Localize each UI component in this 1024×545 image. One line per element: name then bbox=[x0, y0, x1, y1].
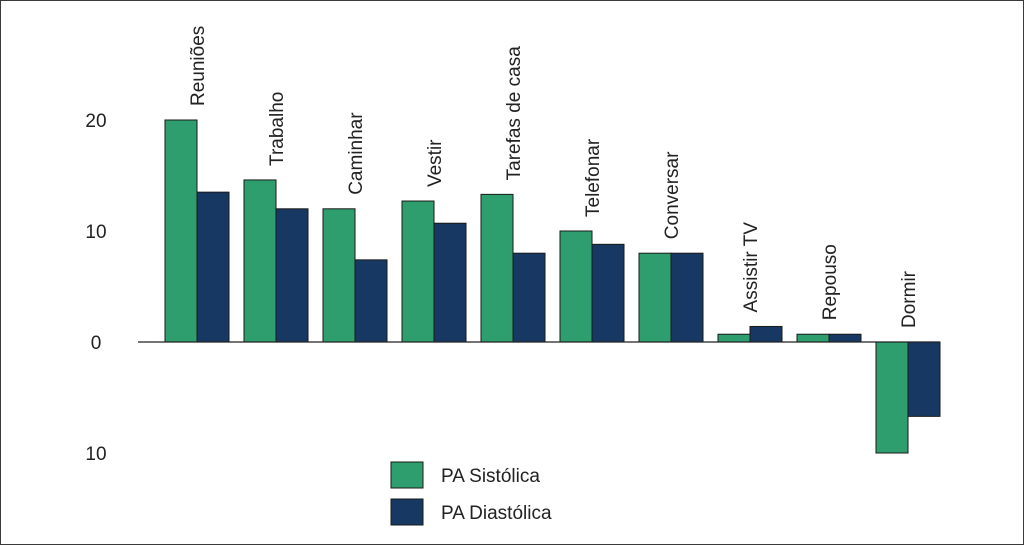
bar-diastolica bbox=[591, 243, 625, 343]
y-tick-label: 0 bbox=[91, 333, 102, 354]
bar-sistolica bbox=[717, 333, 751, 343]
category-label: Repouso bbox=[820, 244, 841, 320]
category-label: Trabalho bbox=[267, 92, 288, 166]
bar-diastolica bbox=[670, 252, 704, 343]
bar-sistolica bbox=[164, 119, 198, 343]
bar-sistolica bbox=[875, 341, 909, 454]
category-label: Reuniões bbox=[188, 26, 209, 106]
bar-diastolica bbox=[196, 191, 230, 343]
bar-sistolica bbox=[480, 193, 514, 343]
bar-sistolica bbox=[796, 333, 830, 343]
category-label: Conversar bbox=[662, 151, 683, 239]
bar-diastolica bbox=[433, 222, 467, 343]
legend-label: PA Diastólica bbox=[441, 503, 552, 524]
bar-sistolica bbox=[243, 179, 277, 343]
legend-swatch bbox=[390, 498, 424, 526]
bar-diastolica bbox=[275, 208, 309, 343]
bar-sistolica bbox=[401, 200, 435, 343]
category-label: Tarefas de casa bbox=[504, 46, 525, 181]
category-label: Caminhar bbox=[346, 112, 367, 195]
bar-diastolica bbox=[907, 341, 941, 417]
category-label: Assistir TV bbox=[741, 222, 762, 313]
y-tick-label: 20 bbox=[85, 111, 106, 132]
bar-diastolica bbox=[354, 259, 388, 343]
y-tick-label: 10 bbox=[85, 222, 106, 243]
bar-diastolica bbox=[512, 252, 546, 343]
bar-sistolica bbox=[638, 252, 672, 343]
category-label: Telefonar bbox=[583, 138, 604, 217]
bar-diastolica bbox=[828, 333, 862, 343]
category-label: Vestir bbox=[425, 139, 446, 187]
bar-sistolica bbox=[322, 208, 356, 343]
legend-swatch bbox=[390, 461, 424, 489]
bar-diastolica bbox=[749, 325, 783, 343]
legend-label: PA Sistólica bbox=[441, 466, 540, 487]
category-label: Dormir bbox=[899, 270, 920, 328]
y-tick-label: 10 bbox=[85, 444, 106, 465]
bar-sistolica bbox=[559, 230, 593, 343]
